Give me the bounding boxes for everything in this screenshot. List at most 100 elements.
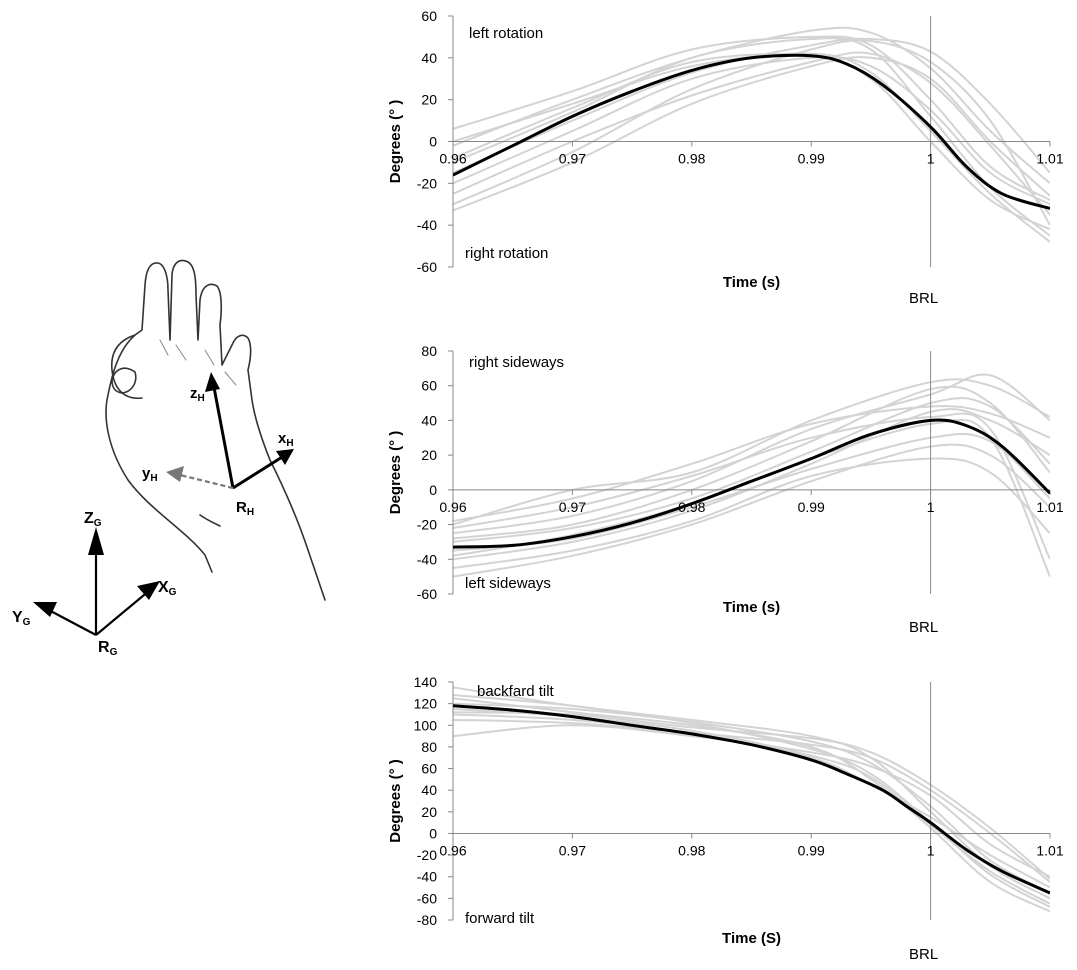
local-origin-label: RH xyxy=(236,499,254,518)
trial-line-8 xyxy=(453,457,1050,569)
y-axis-label: Degrees (° ) xyxy=(387,100,404,184)
x-tick-label: 0.99 xyxy=(798,842,825,858)
annotation-bottom: forward tilt xyxy=(465,910,535,927)
trial-line-11 xyxy=(453,405,1050,523)
local-z-axis xyxy=(211,381,235,489)
local-y-axis xyxy=(179,473,234,490)
global-y-arrowhead-icon xyxy=(33,602,57,617)
y-tick-label: 40 xyxy=(421,782,437,798)
y-tick-label: -60 xyxy=(417,586,437,602)
y-tick-label: 40 xyxy=(421,50,437,66)
trial-lines xyxy=(453,26,1050,243)
y-tick-label: 80 xyxy=(421,343,437,359)
y-tick-label: -20 xyxy=(417,847,437,863)
global-y-label: YG xyxy=(12,609,31,628)
global-origin-label: RG xyxy=(98,639,118,658)
mean-line xyxy=(453,704,1050,895)
trial-line-3 xyxy=(453,37,1050,237)
trial-line-4 xyxy=(453,56,1050,206)
y-tick-label: -40 xyxy=(417,217,437,233)
x-tick-label: 0.96 xyxy=(439,499,466,515)
x-tick-label: 1.01 xyxy=(1036,842,1063,858)
annotation-bottom: right rotation xyxy=(465,245,548,262)
trial-line-4 xyxy=(453,443,1050,578)
local-axes: zH xH yH RH xyxy=(142,372,294,518)
trial-line-2 xyxy=(453,373,1050,535)
y-tick-label: -40 xyxy=(417,869,437,885)
trial-line-1 xyxy=(453,686,1050,900)
trial-line-5 xyxy=(453,702,1050,894)
trial-line-2 xyxy=(453,26,1050,185)
trial-line-9 xyxy=(453,412,1050,560)
trial-line-3 xyxy=(453,713,1050,889)
y-tick-label: -20 xyxy=(417,517,437,533)
x-axis-label: Time (S) xyxy=(722,930,781,947)
y-tick-label: 20 xyxy=(421,447,437,463)
y-tick-label: 100 xyxy=(414,717,438,733)
x-tick-label: 0.99 xyxy=(798,499,825,515)
y-tick-label: 0 xyxy=(429,482,437,498)
x-tick-label: 1 xyxy=(927,151,935,167)
y-tick-label: 80 xyxy=(421,739,437,755)
local-z-arrowhead-icon xyxy=(205,372,220,392)
trial-line-10 xyxy=(453,56,1050,212)
trial-lines xyxy=(453,686,1050,913)
thumbnail-icon xyxy=(111,367,137,394)
trial-line-6 xyxy=(453,52,1050,243)
x-tick-label: 0.97 xyxy=(559,842,586,858)
y-tick-label: -60 xyxy=(417,259,437,275)
wrist-line-icon xyxy=(199,514,221,527)
mean-line xyxy=(453,53,1050,210)
trial-line-5 xyxy=(453,39,1050,226)
local-x-axis xyxy=(232,452,288,490)
local-y-arrowhead-icon xyxy=(166,466,184,482)
brl-label: BRL xyxy=(909,946,938,963)
y-tick-label: 140 xyxy=(414,674,438,690)
global-y-axis xyxy=(44,607,97,636)
x-tick-label: 0.96 xyxy=(439,151,466,167)
x-tick-label: 0.99 xyxy=(798,151,825,167)
y-tick-label: 120 xyxy=(414,696,438,712)
annotation-top: left rotation xyxy=(469,25,543,42)
x-tick-label: 0.98 xyxy=(678,151,705,167)
y-tick-label: 40 xyxy=(421,412,437,428)
charts: 0.96 0.97 0.98 0.99 1 1.01 60 40 20 0 -20 -40 -60 lef… xyxy=(387,8,1064,963)
trial-line-1 xyxy=(453,35,1050,201)
trial-line-7 xyxy=(453,385,1050,540)
trial-line-8 xyxy=(453,37,1050,174)
x-tick-label: 0.97 xyxy=(559,151,586,167)
global-x-arrowhead-icon xyxy=(137,581,160,600)
hand-diagram xyxy=(105,259,326,601)
x-axis-label: Time (s) xyxy=(723,274,780,291)
local-z-label: zH xyxy=(190,385,205,404)
x-tick-label: 0.98 xyxy=(678,842,705,858)
local-x-arrowhead-icon xyxy=(276,449,294,465)
x-tick-label: 1.01 xyxy=(1036,151,1063,167)
local-x-label: xH xyxy=(278,430,294,449)
global-x-label: XG xyxy=(158,579,177,598)
trial-line-4 xyxy=(453,724,1050,878)
annotation-top: right sideways xyxy=(469,354,564,371)
global-z-label: ZG xyxy=(84,510,102,529)
trial-line-5 xyxy=(453,397,1050,543)
global-axes: ZG XG YG RG xyxy=(12,510,177,658)
hand-outline-icon xyxy=(105,259,326,601)
y-tick-label: 60 xyxy=(421,8,437,24)
trial-lines xyxy=(453,373,1050,578)
y-tick-label: 0 xyxy=(429,134,437,150)
global-z-arrowhead-icon xyxy=(88,527,104,555)
mean-line xyxy=(453,418,1050,549)
chart-2: 0.96 0.97 0.98 0.99 1 1.01 80 60 40 20 0 -20 -40 -60 r… xyxy=(387,343,1064,636)
y-tick-label: 0 xyxy=(429,825,437,841)
x-axis-label: Time (s) xyxy=(723,599,780,616)
x-tick-label: 0.97 xyxy=(559,499,586,515)
x-tick-label: 0.96 xyxy=(439,842,466,858)
trial-line-3 xyxy=(453,408,1050,561)
x-tick-label: 1 xyxy=(927,499,935,515)
annotation-top: backfard tilt xyxy=(477,683,555,700)
y-tick-label: -60 xyxy=(417,890,437,906)
y-tick-label: -20 xyxy=(417,175,437,191)
y-tick-label: 60 xyxy=(421,378,437,394)
